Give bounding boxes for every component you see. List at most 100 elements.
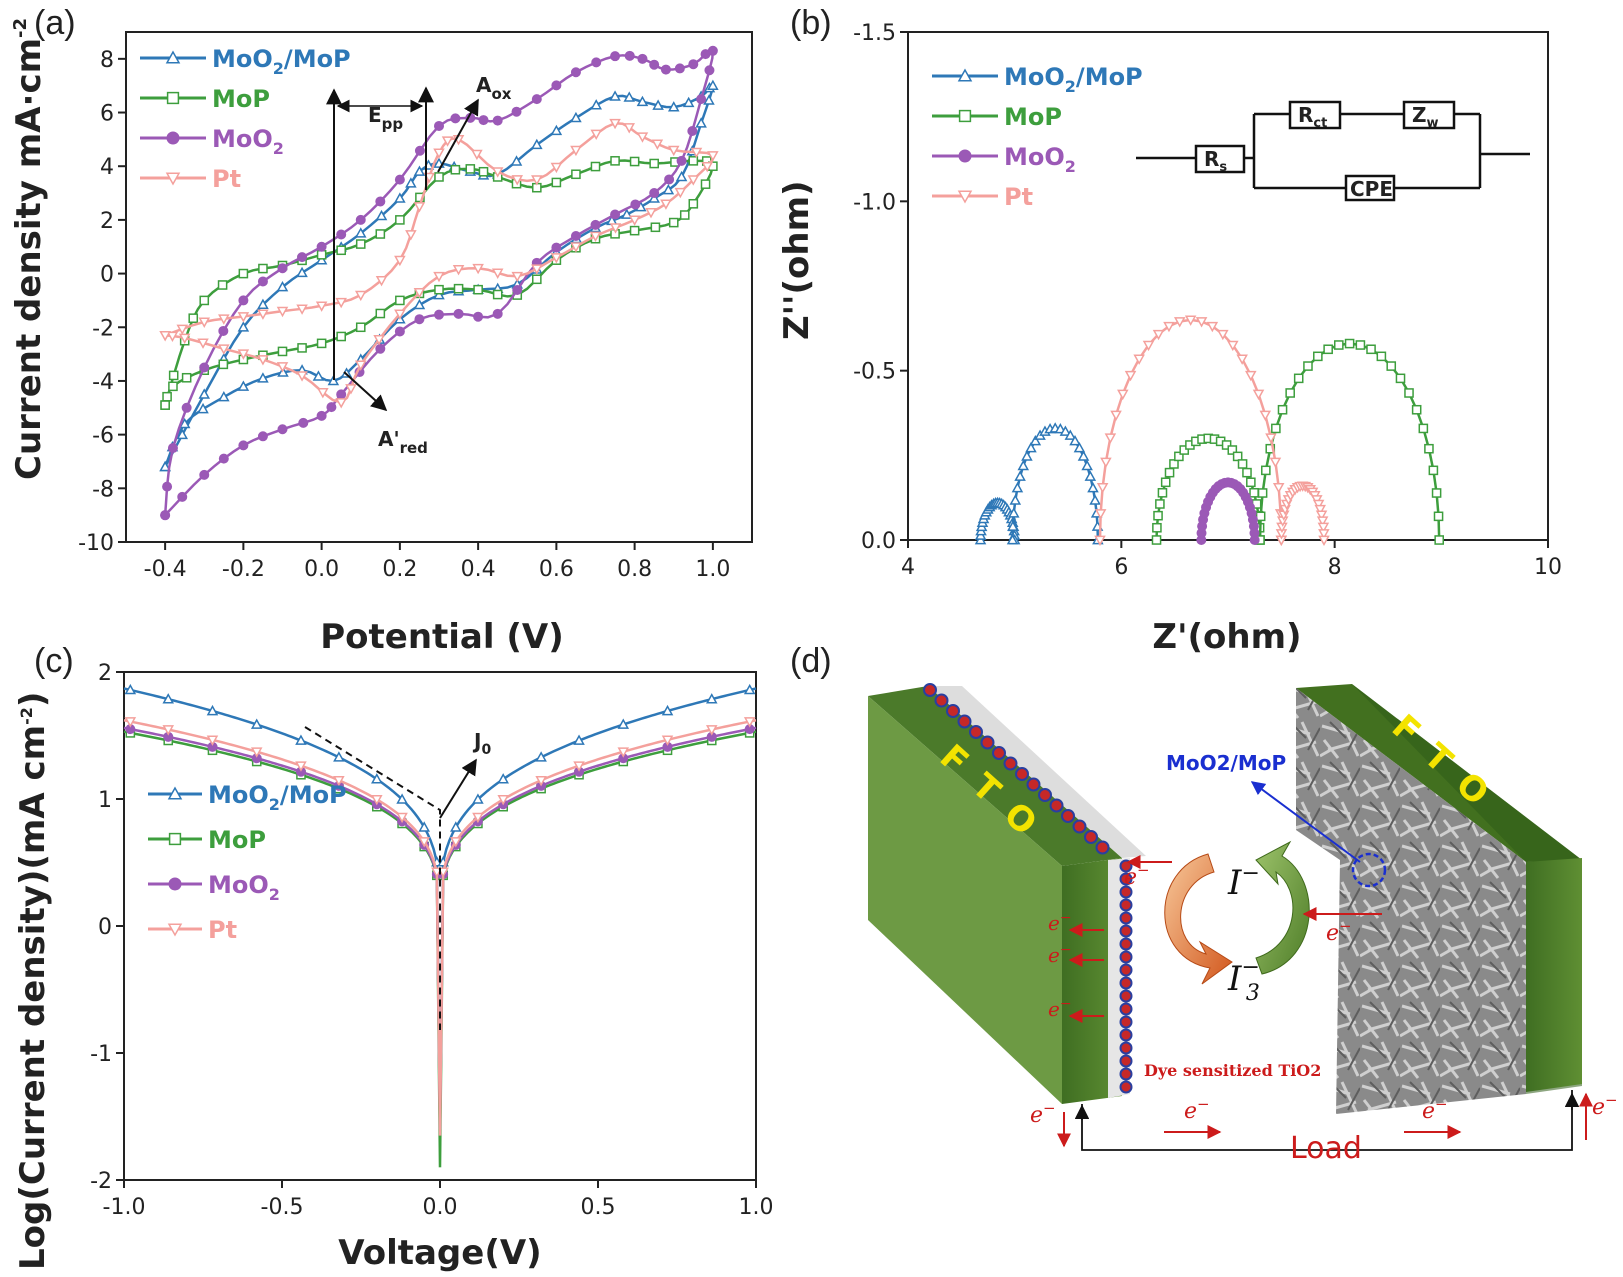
tafel-point-Pt — [333, 775, 345, 787]
eis-point-MoO2/MoP — [1017, 459, 1030, 471]
eis-legend-label: MoO2 — [1004, 143, 1076, 176]
eis-point-Pt — [1096, 482, 1109, 494]
cv-chart: -0.4 -0.2 0.0 0.2 0.4 0.6 0.8 1.0 -10 -8 -6 -4 -2 0 2 4… — [9, 18, 753, 657]
eis-point-Pt — [1245, 370, 1257, 382]
dye-particle — [1061, 809, 1075, 823]
eis-point-MoO2/MoP — [1089, 494, 1101, 505]
eis-point-MoP — [1164, 467, 1175, 478]
eis-point-MoP — [1261, 465, 1271, 476]
cv-point-MoP — [355, 239, 366, 249]
tafel-y-tick-label: -1 — [90, 1042, 112, 1067]
tafel-x-tick-label: 0.0 — [423, 1195, 458, 1220]
eis-point-MoP — [1293, 373, 1304, 384]
cv-point-MoO2/MoP — [531, 138, 543, 150]
dye-particles — [923, 683, 1133, 1094]
cv-y-tick-label: 2 — [100, 209, 114, 234]
ared-arrow — [343, 371, 388, 412]
eis-point-MoP — [1257, 488, 1268, 498]
dye-particle — [980, 735, 995, 750]
electron-label-3-sup: − — [1060, 910, 1072, 926]
eis-point-MoP — [1434, 535, 1445, 545]
cv-point-MoP — [700, 179, 711, 189]
cv-point-MoO2 — [630, 199, 641, 210]
cv-point-Pt — [296, 304, 308, 315]
tafel-chart: -1.0 -0.5 0.0 0.5 1.0 -2 -1 0 1 2 Log(Current den… — [13, 661, 774, 1273]
tafel-legend: MoO2/MoP MoP MoO2 Pt — [148, 781, 347, 944]
eis-point-MoO2/MoP — [1087, 482, 1099, 493]
tafel-point-MoO2/MoP — [573, 734, 585, 745]
eis-point-MoP — [1242, 467, 1252, 478]
cv-point-MoO2 — [704, 65, 715, 76]
cv-point-MoP — [679, 210, 690, 220]
cv-point-MoO2/MoP — [695, 117, 707, 128]
eis-point-MoP — [1333, 340, 1344, 350]
epp-label: Epp — [368, 103, 403, 133]
electron-label-5-sup: − — [1060, 996, 1072, 1012]
cv-point-Pt — [511, 271, 524, 283]
tafel-x-tick-label: -1.0 — [103, 1195, 146, 1220]
eis-point-MoP — [1160, 477, 1171, 488]
rct-label: Rct — [1298, 103, 1327, 131]
cv-point-Pt — [257, 355, 269, 366]
cv-point-Pt — [405, 230, 417, 241]
eis-point-MoP — [1431, 488, 1442, 498]
cv-point-MoP — [168, 370, 179, 381]
cv-point-MoO2/MoP — [703, 94, 715, 105]
eis-point-MoP — [1271, 423, 1281, 434]
cv-point-MoP — [688, 198, 699, 209]
dye-particle — [992, 746, 1006, 760]
tafel-y-tick-label: -2 — [90, 1169, 112, 1194]
cv-point-MoO2/MoP — [237, 380, 250, 391]
eis-point-MoP — [1424, 443, 1434, 454]
cv-y-tick-label: -10 — [78, 531, 114, 556]
tafel-point-Pt — [450, 837, 462, 848]
dye-particle — [923, 683, 937, 697]
cv-point-MoO2/MoP — [675, 170, 688, 182]
load-electron-label-4-sup: − — [1605, 1091, 1618, 1109]
eis-legend-marker — [958, 149, 972, 163]
left-fto-front — [868, 696, 1062, 1104]
tafel-legend-marker — [168, 877, 182, 891]
electron-label-1-sup: − — [1137, 861, 1150, 879]
tafel-legend-marker — [168, 832, 182, 846]
eis-point-MoP — [1303, 361, 1313, 371]
eis-legend-label: MoO2/MoP — [1004, 63, 1143, 96]
tafel-point-MoO2/MoP — [472, 793, 484, 804]
eis-point-MoO2/MoP — [1011, 482, 1024, 493]
eis-y-tick-label: -1.0 — [853, 190, 896, 215]
cv-point-Pt — [354, 360, 367, 371]
dye-particle — [1119, 1067, 1133, 1081]
right-sem-face — [1296, 688, 1526, 1114]
tafel-point-MoO2/MoP — [295, 734, 307, 745]
electron-label-5: e− — [1048, 996, 1072, 1021]
cv-point-MoO2 — [649, 188, 660, 199]
dye-particle — [1119, 898, 1133, 912]
cv-y-axis-label-sup: -2 — [10, 18, 31, 38]
eis-point-MoP — [1157, 487, 1168, 498]
cv-point-Pt — [296, 371, 308, 382]
eis-legend-marker — [957, 68, 973, 82]
cv-point-MoP — [629, 156, 640, 167]
eis-legend-marker — [957, 190, 973, 204]
eis-point-Pt — [1142, 340, 1155, 352]
j0-label-sub: 0 — [481, 742, 491, 758]
tafel-point-MoO2/MoP — [250, 718, 263, 729]
eis-point-Pt — [1124, 370, 1137, 382]
eis-point-MoP — [1221, 440, 1232, 450]
cv-point-MoO2/MoP — [277, 366, 289, 377]
eis-point-MoO2/MoP — [1014, 470, 1026, 481]
cv-x-tick-label: 0.8 — [617, 557, 652, 582]
eis-point-MoO2/MoP — [1073, 441, 1086, 453]
cv-point-Pt — [276, 306, 289, 318]
cv-point-MoP — [629, 225, 640, 236]
eis-point-MoP — [1418, 423, 1429, 434]
eis-point-Pt — [1152, 329, 1165, 341]
eis-point-Pt — [1259, 410, 1272, 421]
cv-point-MoP — [551, 177, 562, 188]
eis-point-MoP — [1227, 445, 1238, 455]
eis-point-MoP — [1174, 451, 1184, 462]
cv-point-MoO2/MoP — [623, 91, 636, 102]
cv-point-MoO2/MoP — [375, 209, 388, 221]
cv-point-MoP — [218, 359, 229, 370]
